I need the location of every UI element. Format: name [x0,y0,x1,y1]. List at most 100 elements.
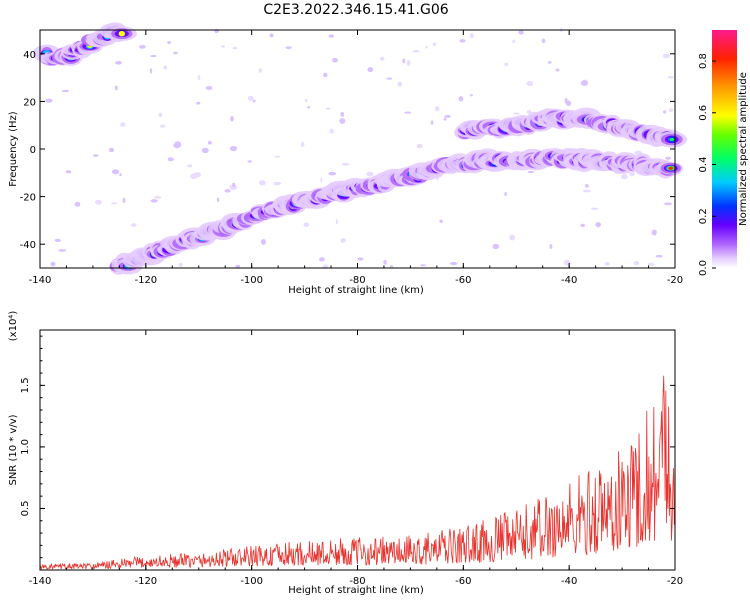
heatmap-y-ticks: -40 -20 0 20 40 [20,50,675,251]
heatmap-speck [326,107,331,110]
heatmap-speck [420,264,427,267]
heatmap-speck [604,262,611,266]
heatmap-panel: -140 -120 -100 -80 -60 -40 -20 -40 -20 0 20 40 Hei… [8,22,688,296]
heatmap-speck [230,115,234,122]
heatmap-speck [432,42,437,47]
heatmap-speck [307,106,311,109]
heatmap-speck [232,46,238,50]
heatmap-speck [319,257,325,262]
heatmap-speck [541,38,546,44]
colorbar-tick-label: 0.4 [698,157,709,173]
heatmap-speck [131,223,137,228]
heatmap-x-ticks: -140 -120 -100 -80 -60 -40 -20 [29,30,683,286]
heatmap-speck [201,147,209,154]
heatmap-speck [668,108,674,113]
snr-y-tick-label: 1.5 [20,377,31,393]
heatmap-x-tick-label: -120 [134,275,157,286]
heatmap-speck [580,223,586,228]
heatmap-speck [526,109,532,114]
heatmap-speck [174,141,182,148]
colorbar-tick-label: 0.2 [698,208,709,224]
heatmap-speck [111,202,118,205]
heatmap-speck [167,157,174,162]
heatmap-speck [45,98,53,103]
heatmap-speck [329,128,334,134]
heatmap-speck [383,259,387,265]
heatmap-speck [664,202,672,206]
heatmap-speck [58,249,67,252]
heatmap-speck [258,67,262,73]
heatmap-speck [512,39,516,44]
heatmap-speck [366,171,374,177]
heatmap-speck [232,182,236,188]
heatmap-peak [668,166,674,170]
heatmap-peak [669,137,675,142]
snr-x-label: Height of straight line (km) [288,585,424,596]
heatmap-speck [273,181,282,186]
heatmap-speck [580,80,588,86]
snr-x-ticks: -140 -120 -100 -80 -60 -40 -20 [29,330,683,587]
heatmap-speck [149,67,153,74]
heatmap-y-tick-label: 20 [23,97,36,108]
snr-panel: -140 -120 -100 -80 -60 -40 -20 0.5 1.0 1.5 Heigh… [8,311,683,596]
heatmap-speck [341,162,350,166]
heatmap-speck [300,142,305,147]
heatmap-speck [667,75,675,79]
heatmap-speck [190,173,198,180]
heatmap-marks [32,22,688,275]
heatmap-speck [274,155,281,158]
heatmap-speck [54,238,61,243]
heatmap-speck [526,81,534,87]
heatmap-speck [504,191,507,197]
heatmap-speck [402,58,406,64]
heatmap-speck [159,124,166,128]
heatmap-speck [167,40,171,45]
heatmap-speck [61,89,70,93]
heatmap-speck [320,177,323,183]
heatmap-speck [285,46,292,49]
heatmap-speck [235,264,241,268]
heatmap-speck [260,239,266,245]
heatmap-speck [512,112,521,115]
colorbar-ticks: 0.0 0.2 0.4 0.6 0.8 [698,53,716,276]
heatmap-speck [340,238,346,243]
heatmap-speck [430,120,434,125]
heatmap-x-tick-label: -60 [455,275,471,286]
heatmap-x-tick-label: -20 [667,275,683,286]
heatmap-x-tick-label: -80 [349,275,365,286]
heatmap-speck [564,97,568,104]
heatmap-speck [258,180,266,186]
heatmap-speck [178,262,183,268]
heatmap-x-label: Height of straight line (km) [288,285,424,296]
heatmap-speck [386,77,393,80]
heatmap-speck [412,49,420,53]
heatmap-speck [434,105,440,112]
heatmap-speck [406,59,411,66]
colorbar-tick-label: 0.6 [698,105,709,121]
heatmap-speck [527,170,535,174]
heatmap-x-tick-label: -40 [561,275,577,286]
heatmap-speck [367,67,374,73]
heatmap-speck [339,118,346,124]
heatmap-speck [163,65,168,70]
heatmap-y-tick-label: 0 [30,145,36,156]
heatmap-y-label: Frequency (Hz) [8,111,19,187]
heatmap-speck [95,199,102,205]
heatmap-speck [582,189,591,193]
heatmap-speck [108,147,115,153]
heatmap-speck [303,222,310,228]
heatmap-speck [93,154,99,157]
heatmap-speck [425,45,428,49]
snr-y-tick-label: 0.5 [20,501,31,517]
heatmap-speck [173,51,178,55]
heatmap-speck [584,184,589,188]
heatmap-speck [662,53,670,59]
heatmap-speck [114,85,118,91]
colorbar-tick-label: 0.0 [698,260,709,276]
heatmap-speck [449,261,458,266]
heatmap-speck [229,145,238,152]
heatmap-speck [470,94,473,97]
heatmap-speck [397,81,403,87]
heatmap-x-tick-label: -100 [240,275,263,286]
